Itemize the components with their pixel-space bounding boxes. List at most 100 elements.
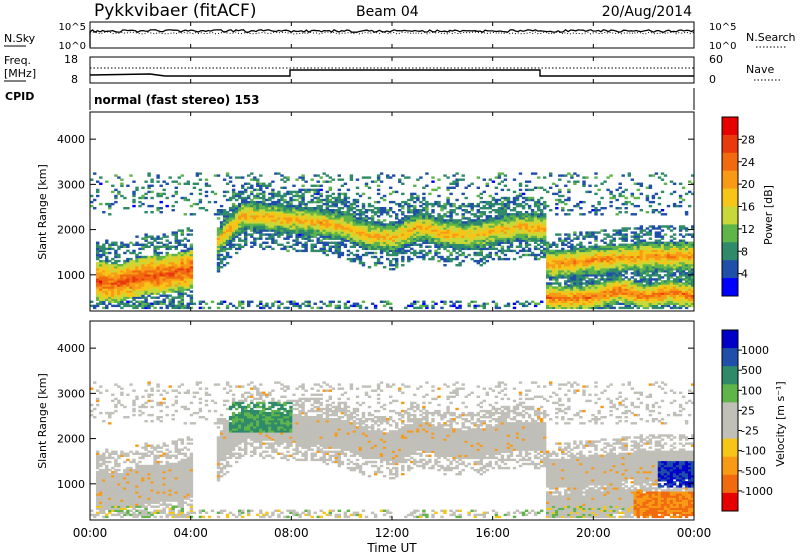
power-cell [295, 235, 299, 238]
power-cell [225, 221, 230, 224]
power-cell [355, 257, 360, 261]
power-cell [376, 188, 381, 192]
power-cell [476, 223, 480, 226]
power-cell [449, 257, 453, 261]
power-cell [533, 231, 538, 234]
power-cell [147, 270, 151, 273]
power-cell [123, 243, 127, 246]
power-cell [446, 211, 450, 214]
power-cell [189, 266, 194, 269]
power-cell [364, 223, 369, 226]
power-cell [404, 231, 408, 234]
power-cell [189, 259, 194, 263]
power-cell [512, 196, 517, 200]
power-cell [603, 300, 607, 303]
power-cell [630, 290, 634, 293]
power-cell [561, 241, 565, 244]
power-cell [144, 274, 148, 277]
power-cell [222, 178, 227, 181]
power-cell [123, 298, 127, 301]
power-cell [440, 300, 444, 303]
power-cell [506, 202, 511, 206]
power-cell [500, 223, 505, 226]
power-cell [358, 259, 363, 263]
power-cell [543, 229, 547, 232]
power-cell [594, 245, 598, 248]
power-cell [343, 225, 348, 228]
power-cell [295, 223, 299, 226]
power-cell [482, 231, 486, 234]
power-cell [349, 241, 354, 244]
power-cell [570, 290, 574, 293]
power-cell [331, 300, 335, 303]
power-cell [434, 233, 438, 236]
power-cell [458, 253, 462, 257]
power-cell [225, 198, 230, 202]
power-cell [253, 221, 257, 224]
power-cell [537, 229, 541, 232]
power-cell [253, 178, 257, 181]
power-cell [352, 225, 357, 228]
power-cell [449, 186, 453, 189]
power-cell [108, 274, 112, 277]
power-cell [108, 298, 112, 301]
power-cell [370, 215, 375, 218]
power-cell [292, 204, 296, 208]
power-cell [289, 231, 293, 234]
power-cell [422, 229, 426, 232]
power-cell [268, 184, 272, 187]
power-cell [379, 213, 384, 216]
power-cell [600, 207, 604, 210]
power-cell [552, 300, 556, 303]
power-cell [156, 253, 160, 257]
power-cell [479, 243, 483, 246]
power-cell [274, 219, 278, 222]
power-cell [216, 245, 221, 248]
power-cell [600, 196, 604, 200]
power-cell [407, 304, 411, 308]
power-cell [102, 211, 106, 214]
power-cell [192, 182, 197, 185]
power-cell [253, 188, 257, 192]
power-cell [609, 192, 613, 196]
power-cell [470, 227, 474, 230]
power-cell [555, 302, 559, 305]
power-cell [177, 255, 181, 259]
power-cell [546, 249, 550, 253]
power-cell [419, 217, 423, 220]
power-cell [461, 229, 465, 232]
power-cell [594, 255, 598, 259]
power-cell [120, 280, 124, 283]
power-cell [621, 251, 625, 255]
power-cell [491, 223, 496, 226]
power-cell [150, 274, 154, 277]
power-cell [497, 202, 502, 206]
power-cell [358, 221, 363, 224]
power-cell [370, 255, 375, 259]
power-cell [204, 178, 209, 181]
power-cell [123, 294, 127, 297]
power-cell [271, 235, 275, 238]
power-cell [506, 215, 511, 218]
power-cell [597, 274, 601, 277]
power-cell [96, 245, 100, 248]
power-cell [627, 298, 631, 301]
power-cell [262, 247, 266, 251]
power-cell [277, 172, 281, 175]
power-cell [346, 225, 351, 228]
power-cell [467, 211, 471, 214]
power-cell [238, 302, 242, 305]
power-cell [189, 294, 194, 297]
power-cell [603, 253, 607, 257]
power-cell [331, 233, 335, 236]
power-cell [310, 178, 314, 181]
power-cell [401, 235, 405, 238]
power-cell [615, 251, 619, 255]
power-cell [392, 190, 396, 194]
power-cell [461, 241, 465, 244]
power-cell [521, 302, 526, 305]
power-cell [440, 245, 444, 248]
power-cell [446, 176, 450, 179]
power-cell [612, 194, 616, 198]
power-cell [470, 247, 474, 251]
